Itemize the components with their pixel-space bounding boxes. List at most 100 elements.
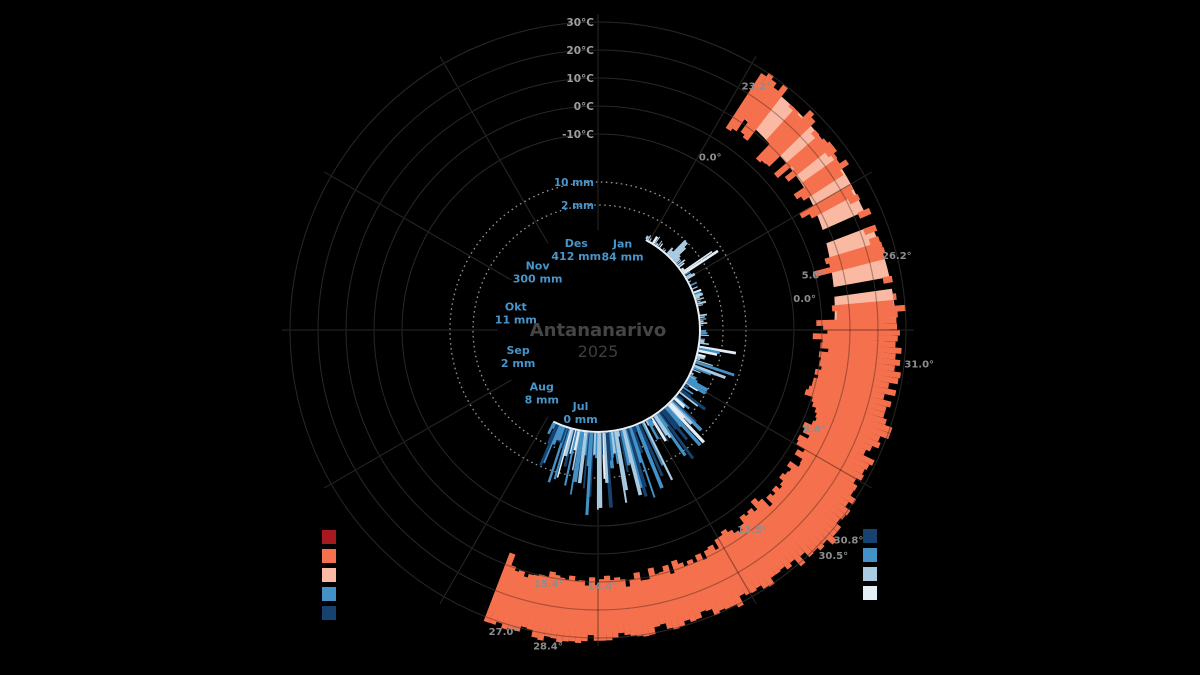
daily-temp-bar	[804, 389, 885, 419]
light-precip-tick	[700, 316, 705, 319]
daily-temp-bar	[772, 492, 828, 545]
legend-swatch-temp	[322, 530, 336, 544]
daily-temp-bar	[753, 508, 806, 567]
month-precip-total: 412 mm	[551, 250, 601, 263]
daily-temp-bar	[778, 485, 838, 537]
daily-temp-bar	[796, 439, 864, 481]
daily-temp-bar	[738, 529, 776, 579]
heavy-precip-bar	[682, 386, 694, 395]
grid-overlay	[282, 14, 914, 646]
daily-temp-bar	[568, 580, 581, 642]
daily-temp-bar	[714, 537, 752, 596]
daily-temp-bar	[513, 573, 535, 632]
ring-overlay	[317, 49, 879, 611]
legend-swatch-precip	[863, 586, 877, 600]
heavy-precip-bar	[542, 424, 561, 464]
daily-temp-bar	[807, 434, 870, 470]
daily-temp-bar	[784, 141, 834, 182]
daily-temp-bar	[531, 575, 551, 638]
heavy-precip-bar	[585, 432, 594, 516]
heavy-precip-bar	[539, 424, 560, 466]
extreme-temp-label: 15.4°	[534, 579, 564, 590]
daily-temp-bar	[742, 84, 788, 141]
heavy-precip-bar	[592, 432, 597, 455]
month-precip-total: 300 mm	[513, 273, 563, 286]
daily-temp-bar	[725, 73, 767, 132]
heavy-precip-bar	[614, 431, 629, 491]
heavy-precip-bar	[654, 414, 672, 439]
daily-temp-bar	[824, 145, 838, 158]
extreme-temp-label: 8.6°	[803, 425, 826, 436]
daily-temp-bar	[501, 570, 526, 630]
daily-temp-bar	[707, 544, 744, 608]
light-precip-tick	[698, 349, 718, 356]
daily-temp-bar	[662, 564, 686, 627]
heavy-precip-bar	[652, 416, 669, 442]
extreme-temp-labels: 23.2° 0.0° 26.2° 5.0° 0.0° 31.0° 8.6° 30.8° 30.5…	[489, 81, 934, 652]
heavy-precip-bar	[551, 425, 563, 446]
heavy-precip-bar	[569, 431, 583, 495]
baseline-arc	[552, 239, 701, 433]
light-precip-tick	[692, 286, 698, 290]
daily-temp-bar	[647, 567, 666, 625]
heavy-precip-bar	[612, 431, 619, 465]
extreme-temp-label: 30.5°	[818, 551, 848, 562]
daily-temp-bar	[765, 117, 816, 167]
month-precip-total: 11 mm	[495, 314, 537, 327]
daily-temp-bar	[766, 493, 825, 551]
light-precip-tick	[695, 295, 701, 300]
ring-overlay	[401, 133, 795, 527]
daily-temp-bar	[603, 575, 613, 641]
daily-temp-bar	[863, 224, 878, 236]
daily-temp-bar	[766, 108, 800, 145]
heavy-precip-bar	[667, 403, 706, 444]
heavy-precip-bar	[679, 391, 699, 407]
daily-temp-bar	[814, 416, 881, 449]
light-precip-tick	[690, 281, 698, 287]
heavy-precip-bar	[582, 432, 590, 489]
daily-temp-bar	[644, 578, 661, 628]
daily-temp-bar	[793, 159, 850, 200]
heavy-precip-bar	[684, 383, 690, 389]
month-name: Nov	[526, 260, 551, 273]
extreme-temp-label: 5.0°	[802, 270, 825, 281]
ring-overlay	[373, 105, 823, 555]
daily-temp-bar	[619, 579, 631, 636]
month-spoke	[439, 56, 549, 244]
light-precip-tick	[693, 288, 702, 294]
daily-temp-bar	[800, 170, 844, 201]
month-precip-total: 8 mm	[525, 393, 559, 406]
month-name: Jul	[572, 400, 589, 413]
daily-temp-bar	[771, 485, 837, 545]
light-precip-tick	[693, 367, 712, 376]
light-precip-tick	[686, 272, 696, 280]
daily-temp-bar	[703, 548, 737, 607]
daily-temp-bar	[683, 564, 707, 613]
daily-temp-bar	[799, 184, 854, 219]
spoke-overlay	[439, 56, 549, 244]
daily-temp-bar	[814, 368, 890, 389]
heavy-precip-bar	[597, 432, 603, 508]
daily-temp-bar	[820, 365, 899, 385]
light-precip-tick	[700, 342, 710, 345]
precip-bars	[539, 235, 737, 516]
daily-temp-bar	[489, 564, 517, 625]
daily-temp-bar	[739, 513, 785, 571]
spoke-overlay	[647, 416, 757, 604]
month-name: Aug	[530, 380, 554, 393]
daily-temp-bar	[797, 434, 865, 475]
daily-temp-bar	[537, 571, 557, 641]
daily-temp-bar	[811, 381, 892, 408]
legend-swatch-precip	[863, 548, 877, 562]
daily-temp-bar	[812, 333, 898, 342]
daily-temp-bar	[820, 356, 895, 372]
heavy-precip-bar	[642, 421, 674, 481]
daily-temp-bar	[496, 570, 520, 624]
heavy-precip-bar	[653, 415, 668, 436]
daily-temp-bar	[786, 460, 849, 507]
light-precip-tick	[655, 242, 659, 246]
daily-temp-bar	[810, 420, 873, 452]
daily-temp-bar	[556, 579, 571, 643]
daily-temp-bar	[822, 338, 896, 348]
